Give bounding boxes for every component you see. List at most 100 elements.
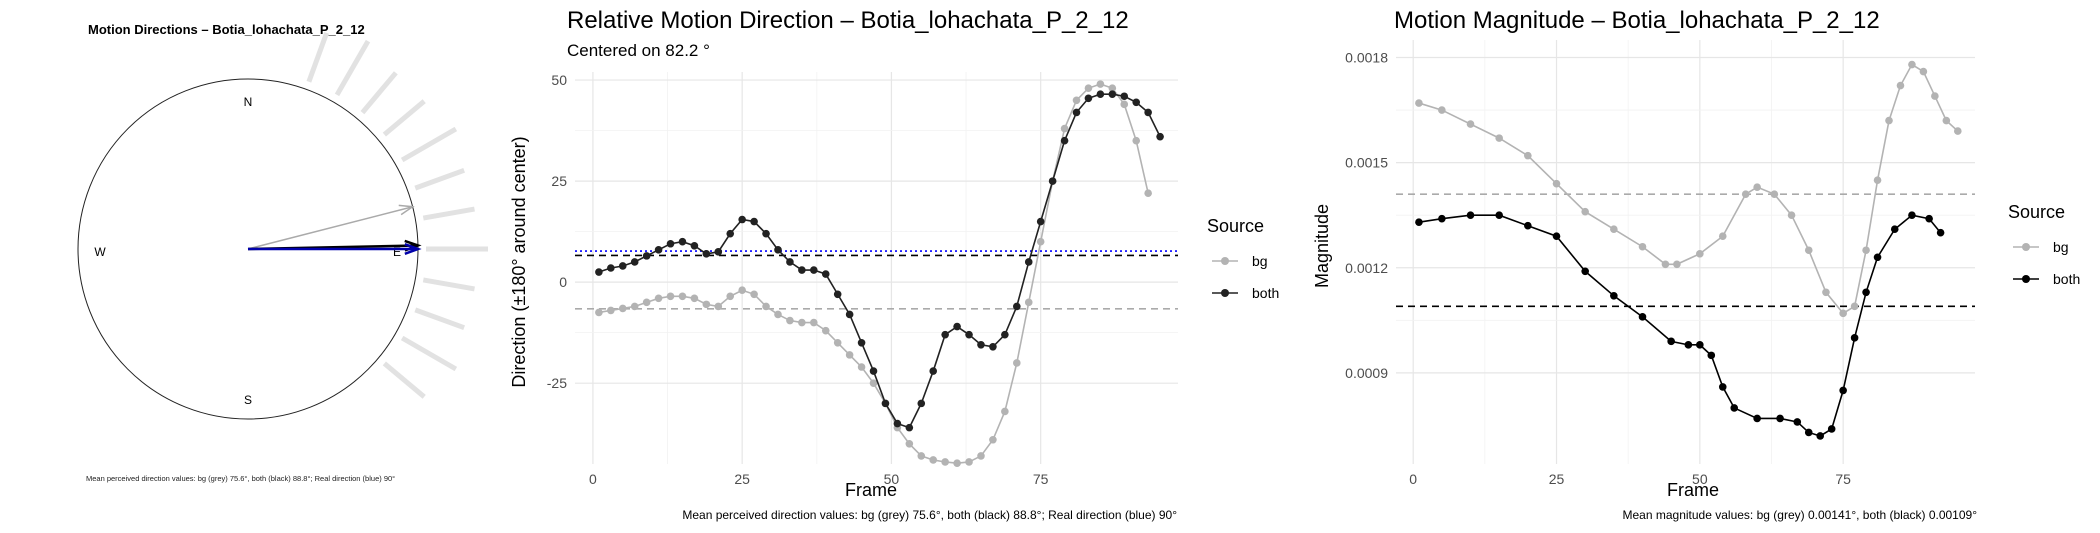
data-point-bg [1036,237,1045,246]
data-point-bg [1862,246,1870,255]
data-point-both [1862,288,1870,297]
data-point-both [1753,414,1761,423]
data-point-both [1816,432,1825,440]
data-point-bg [1896,81,1905,90]
data-point-both [726,229,735,238]
data-point-both [1024,258,1033,266]
data-point-bg [869,379,878,387]
x-tick-label: 0 [1409,471,1417,487]
direction-series [595,80,1164,467]
magnitude-x-label: Frame [1667,480,1719,500]
magnitude-y-label: Magnitude [1312,204,1332,288]
compass-ray [400,335,458,372]
data-point-bg [1552,179,1561,188]
legend-key-point-both [2022,275,2030,283]
magnitude-series [1415,60,1962,440]
direction-legend: bg both [1212,253,1279,301]
data-point-bg [595,308,603,317]
data-point-both [953,322,961,331]
data-point-bg [1850,302,1859,311]
data-point-both [1718,383,1727,391]
data-point-both [905,423,914,432]
magnitude-grid [1396,40,1975,464]
data-point-bg [917,452,926,460]
data-point-both [1776,414,1784,423]
direction-grid [575,72,1178,464]
legend-label-bg: bg [1252,253,1268,269]
data-point-bg [1120,100,1129,109]
compass-label-w: W [94,245,106,259]
direction-panel: Relative Motion Direction – Botia_lohach… [509,7,1279,522]
data-point-both [666,239,675,248]
y-tick-label: 0 [559,274,567,290]
data-point-bg [1919,67,1928,76]
data-point-bg [929,456,938,464]
direction-title: Relative Motion Direction – Botia_lohach… [567,7,1129,34]
data-point-both [1793,418,1802,426]
arrowhead-real [404,243,422,255]
direction-reference-lines [575,250,1178,310]
data-point-bg [750,290,758,299]
data-point-both [1804,428,1813,437]
data-point-both [1132,98,1141,107]
series-line-bg [1418,63,1959,315]
direction-caption: Mean perceived direction values: bg (gre… [682,508,1177,522]
direction-y-label: Direction (±180° around center) [509,136,529,387]
data-point-both [1438,214,1446,223]
legend-key-point-bg [1221,257,1229,265]
data-point-both [917,399,926,408]
compass-rays [306,32,488,399]
compass-label-s: S [244,393,252,407]
data-point-bg [941,458,949,466]
data-point-both [881,399,890,408]
legend-label-bg: bg [2053,239,2069,255]
x-tick-label: 50 [884,471,900,487]
data-point-bg [1144,189,1152,198]
data-point-bg [1741,190,1750,198]
data-point-both [1495,211,1503,220]
data-point-both [1036,217,1045,226]
data-point-both [1827,425,1836,433]
data-point-both [1084,94,1093,103]
data-point-bg [666,292,675,301]
data-point-bg [1822,288,1830,297]
data-point-bg [1108,84,1117,92]
x-tick-label: 0 [589,471,597,487]
data-point-both [1072,108,1081,117]
data-point-bg [1873,176,1882,184]
series-line-both [1418,214,1942,437]
compass-ray [422,277,475,292]
data-point-bg [1132,136,1141,145]
data-point-both [1466,211,1475,220]
data-point-both [965,330,973,339]
data-point-bg [1753,183,1761,191]
data-point-bg [1787,211,1796,220]
data-point-both [1144,108,1152,117]
data-point-both [833,290,842,299]
data-point-bg [1610,225,1618,234]
data-point-both [1120,92,1129,101]
compass-ray [422,206,475,221]
data-point-bg [607,306,615,315]
data-point-bg [654,294,663,303]
data-point-bg [1638,242,1647,251]
data-point-both [893,419,902,428]
data-point-both [1096,90,1105,99]
data-point-both [1060,136,1069,145]
data-point-bg [1804,246,1813,255]
data-point-bg [726,292,735,301]
data-point-both [618,262,627,270]
magnitude-legend: bg both [2013,239,2080,287]
data-point-bg [965,458,973,466]
data-point-bg [738,286,746,295]
data-point-both [786,258,794,266]
data-point-bg [798,318,806,327]
data-point-bg [618,304,627,313]
data-point-bg [1942,116,1951,125]
compass-arrows [247,204,422,255]
data-point-bg [845,351,854,359]
data-point-bg [1024,298,1033,307]
direction-legend-title: Source [1207,216,1264,236]
data-point-both [702,250,711,258]
data-point-both [845,310,854,319]
